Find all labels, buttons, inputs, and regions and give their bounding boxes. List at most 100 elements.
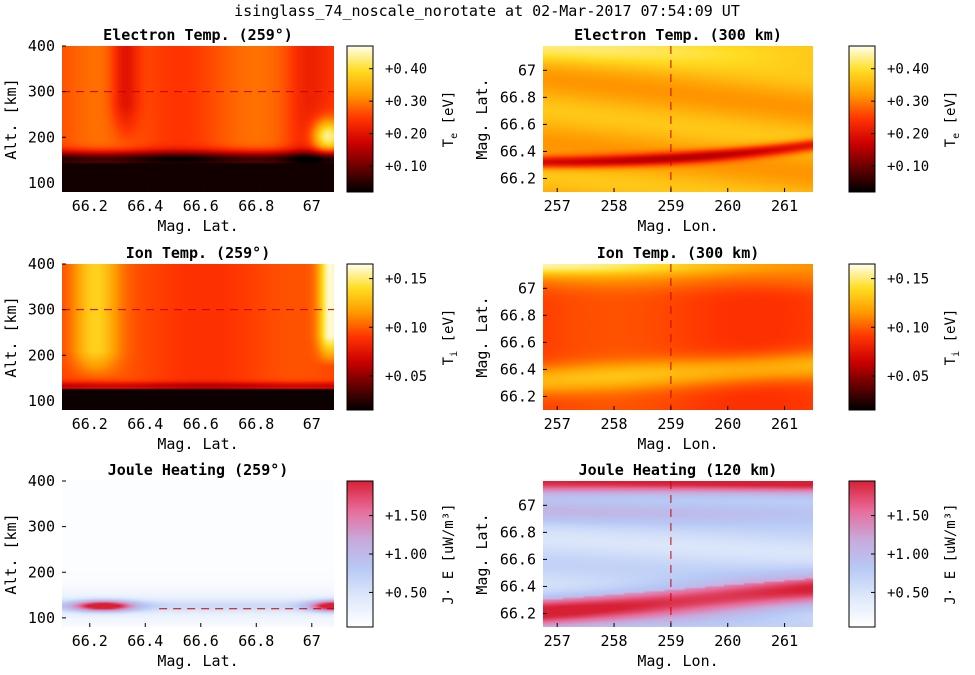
x-tick-label: 261 — [771, 632, 798, 650]
panel-title: Joule Heating (259°) — [108, 461, 289, 479]
y-tick-label: 400 — [28, 472, 55, 490]
x-tick-label: 66.8 — [238, 197, 274, 215]
panel-title: Joule Heating (120 km) — [579, 461, 778, 479]
y-tick-label: 100 — [28, 392, 55, 410]
y-tick-label: 66.2 — [500, 604, 536, 622]
y-tick-label: 66.4 — [500, 577, 536, 595]
y-tick-label: 400 — [28, 255, 55, 273]
colorbar-tick-label: +0.10 — [887, 159, 929, 175]
y-tick-label: 67 — [518, 496, 536, 514]
x-tick-label: 66.6 — [183, 197, 219, 215]
x-tick-label: 66.6 — [183, 415, 219, 433]
colorbar-tick-label: +0.05 — [385, 369, 427, 385]
panel-ti_map: Ion Temp. (300 km) 257 258 259 260 261 66.2 66.… — [473, 244, 962, 453]
panel-title: Electron Temp. (259°) — [103, 26, 293, 44]
panel-title: Ion Temp. (300 km) — [597, 244, 760, 262]
y-axis-label: Mag. Lat. — [473, 78, 491, 159]
y-tick-label: 300 — [28, 83, 55, 101]
colorbar-tick-label: +0.40 — [887, 62, 929, 78]
panel-ti_alt: Ion Temp. (259°) 66.2 66.4 66.6 66.8 67 100 200… — [2, 244, 460, 453]
y-tick-label: 200 — [28, 128, 55, 146]
heatmap-te_alt — [62, 46, 334, 192]
colorbar-label: J· E [uW/m³] — [441, 503, 457, 604]
heatmap-ti_map — [543, 264, 813, 410]
y-tick-label: 67 — [518, 61, 536, 79]
colorbar-tick-label: +0.10 — [385, 320, 427, 336]
x-tick-label: 66.4 — [127, 415, 163, 433]
x-tick-label: 66.2 — [72, 632, 108, 650]
colorbar-te_alt — [346, 45, 374, 193]
x-tick-label: 67 — [303, 632, 321, 650]
panel-title: Electron Temp. (300 km) — [574, 26, 782, 44]
x-tick-label: 261 — [771, 197, 798, 215]
y-axis-label: Mag. Lat. — [473, 513, 491, 594]
colorbar-ti_map — [848, 263, 876, 411]
y-tick-label: 66.6 — [500, 550, 536, 568]
x-tick-label: 66.4 — [127, 632, 163, 650]
y-tick-label: 66.8 — [500, 88, 536, 106]
colorbar-tick-label: +0.10 — [887, 320, 929, 336]
x-tick-label: 257 — [544, 197, 571, 215]
x-tick-label: 259 — [657, 197, 684, 215]
x-tick-label: 258 — [601, 415, 628, 433]
colorbar-ti_alt — [346, 263, 374, 411]
heatmap-ti_alt — [62, 264, 334, 410]
x-tick-label: 260 — [714, 197, 741, 215]
y-tick-label: 66.6 — [500, 333, 536, 351]
y-tick-label: 66.2 — [500, 169, 536, 187]
colorbar-tick-label: +0.30 — [887, 94, 929, 110]
colorbar-label: Te [eV] — [441, 91, 460, 148]
y-tick-label: 66.4 — [500, 142, 536, 160]
y-tick-label: 400 — [28, 37, 55, 55]
heatmap-te_map — [543, 46, 813, 192]
colorbar-tick-label: +1.50 — [385, 509, 427, 525]
x-tick-label: 259 — [657, 415, 684, 433]
y-tick-label: 66.8 — [500, 523, 536, 541]
x-axis-label: Mag. Lon. — [637, 217, 718, 235]
colorbar-tick-label: +1.00 — [887, 547, 929, 563]
y-tick-label: 100 — [28, 174, 55, 192]
colorbar-tick-label: +0.20 — [385, 127, 427, 143]
x-axis-label: Mag. Lat. — [157, 435, 238, 453]
panel-title: Ion Temp. (259°) — [126, 244, 271, 262]
y-axis-label: Alt. [km] — [2, 513, 20, 594]
x-tick-label: 258 — [601, 632, 628, 650]
colorbar-tick-label: +0.50 — [887, 585, 929, 601]
x-tick-label: 66.4 — [127, 197, 163, 215]
x-tick-label: 66.2 — [72, 197, 108, 215]
y-tick-label: 66.8 — [500, 306, 536, 324]
colorbar-label: J· E [uW/m³] — [943, 503, 959, 604]
heatmap-jh_alt — [62, 481, 334, 627]
y-tick-label: 66.6 — [500, 115, 536, 133]
x-tick-label: 258 — [601, 197, 628, 215]
x-axis-label: Mag. Lon. — [637, 435, 718, 453]
colorbar-tick-label: +0.50 — [385, 585, 427, 601]
x-tick-label: 66.8 — [238, 632, 274, 650]
x-tick-label: 66.6 — [183, 632, 219, 650]
x-tick-label: 66.8 — [238, 415, 274, 433]
y-tick-label: 300 — [28, 518, 55, 536]
colorbar-jh_alt — [346, 480, 374, 628]
x-tick-label: 257 — [544, 632, 571, 650]
colorbar-tick-label: +0.30 — [385, 94, 427, 110]
panel-jh_map: Joule Heating (120 km) 257 258 259 260 261 66.… — [473, 461, 959, 670]
colorbar-label: Ti [eV] — [441, 309, 460, 366]
colorbar-tick-label: +0.10 — [385, 159, 427, 175]
y-axis-label: Alt. [km] — [2, 296, 20, 377]
x-tick-label: 260 — [714, 415, 741, 433]
y-tick-label: 66.2 — [500, 387, 536, 405]
x-tick-label: 66.2 — [72, 415, 108, 433]
x-axis-label: Mag. Lon. — [637, 652, 718, 670]
y-tick-label: 200 — [28, 563, 55, 581]
colorbar-tick-label: +0.05 — [887, 369, 929, 385]
colorbar-tick-label: +0.20 — [887, 127, 929, 143]
x-tick-label: 67 — [303, 197, 321, 215]
colorbar-tick-label: +0.15 — [385, 272, 427, 288]
x-axis-label: Mag. Lat. — [157, 652, 238, 670]
colorbar-tick-label: +0.40 — [385, 62, 427, 78]
x-tick-label: 259 — [657, 632, 684, 650]
y-axis-label: Alt. [km] — [2, 78, 20, 159]
figure-title: isinglass_74_noscale_norotate at 02-Mar-… — [234, 2, 740, 20]
colorbar-tick-label: +1.50 — [887, 509, 929, 525]
